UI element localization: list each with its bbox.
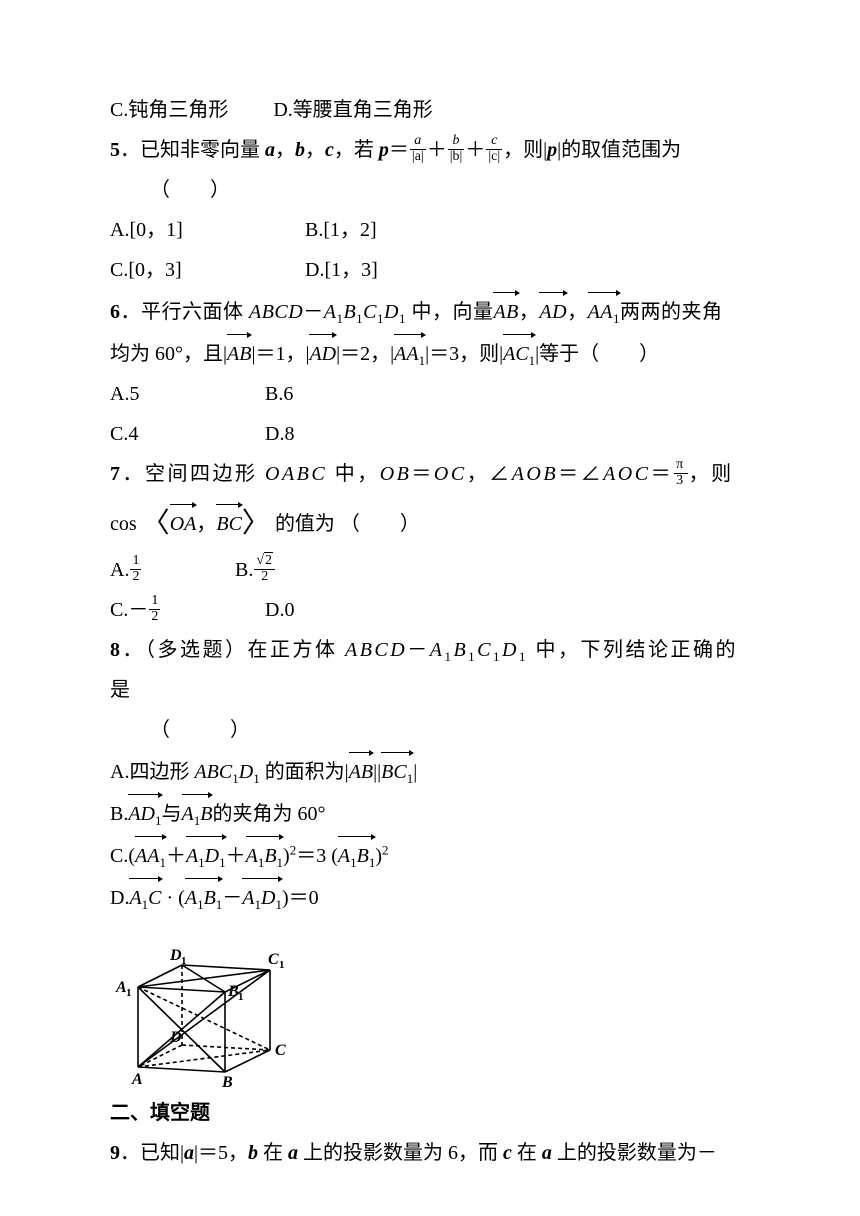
q5-num: 5 bbox=[110, 139, 120, 161]
page-content: C.钝角三角形 D.等腰直角三角形 5．已知非零向量 a，b，c，若 p＝a|a… bbox=[0, 0, 860, 1213]
q5-opts-row1: A.[0，1] B.[1，2] bbox=[110, 210, 750, 250]
svg-text:C: C bbox=[268, 951, 279, 968]
q7-opt-b: B.22 bbox=[235, 550, 276, 590]
q5-paren: （ ） bbox=[110, 170, 750, 210]
svg-text:C: C bbox=[275, 1042, 286, 1059]
q7-opts-row1: A.12 B.22 bbox=[110, 550, 750, 590]
q5-opt-b: B.[1，2] bbox=[305, 210, 377, 250]
q6-opt-d: D.8 bbox=[265, 414, 294, 454]
q5-opt-a: A.[0，1] bbox=[110, 210, 300, 250]
q7-opt-c: C.－12 bbox=[110, 590, 260, 630]
q6-num: 6 bbox=[110, 301, 121, 323]
angle-bracket-left: 〈 bbox=[142, 508, 170, 539]
prev-options: C.钝角三角形 D.等腰直角三角形 bbox=[110, 90, 750, 130]
svg-text:B: B bbox=[221, 1074, 233, 1087]
q6-stem: 6．平行六面体 ABCD－A1B1C1D1 中，向量AB，AD，AA1两两的夹角 bbox=[110, 290, 750, 332]
q6-opts-row1: A.5 B.6 bbox=[110, 374, 750, 414]
svg-text:A: A bbox=[131, 1071, 143, 1087]
q8-opt-b: B.AD1与A1B的夹角为 60° bbox=[110, 792, 750, 834]
q6-opts-row2: C.4 D.8 bbox=[110, 414, 750, 454]
section-2-title: 二、填空题 bbox=[110, 1093, 750, 1133]
svg-text:1: 1 bbox=[279, 959, 285, 971]
q6-opt-c: C.4 bbox=[110, 414, 260, 454]
q7-opt-d: D.0 bbox=[265, 590, 294, 630]
q5-opt-d: D.[1，3] bbox=[305, 250, 378, 290]
q5-frac1: a|a| bbox=[409, 134, 427, 164]
q5-opt-c: C.[0，3] bbox=[110, 250, 300, 290]
q6-opt-a: A.5 bbox=[110, 374, 260, 414]
prev-opt-c: C.钝角三角形 bbox=[110, 99, 228, 121]
q5-frac3: c|c| bbox=[485, 134, 503, 164]
q7-opts-row2: C.－12 D.0 bbox=[110, 590, 750, 630]
q6-stem-line2: 均为 60°，且|AB|＝1，|AD|＝2，|AA1|＝3，则|AC1|等于（ … bbox=[110, 332, 750, 374]
svg-text:1: 1 bbox=[238, 991, 244, 1003]
q7-stem: 7．空间四边形 OABC 中，OB＝OC，∠AOB＝∠AOC＝π3，则 bbox=[110, 454, 750, 494]
q8-num: 8 bbox=[110, 639, 123, 661]
q5-stem: 5．已知非零向量 a，b，c，若 p＝a|a|＋b|b|＋c|c|，则|p|的取… bbox=[110, 130, 750, 170]
svg-text:1: 1 bbox=[181, 955, 187, 967]
angle-bracket-right: 〉 bbox=[242, 508, 270, 539]
q5-frac2: b|b| bbox=[447, 134, 466, 164]
cube-diagram: A B C D A1 B1 C1 D1 bbox=[110, 922, 300, 1087]
q8-opt-d: D.A1C · (A1B1－A1D1)＝0 bbox=[110, 876, 750, 918]
q8-paren: （ ） bbox=[110, 710, 750, 750]
q9-stem: 9．已知|a|＝5，b 在 a 上的投影数量为 6，而 c 在 a 上的投影数量… bbox=[110, 1133, 750, 1173]
q7-stem-line2: cos 〈OA，BC〉 的值为 （ ） bbox=[110, 494, 750, 550]
svg-text:1: 1 bbox=[126, 987, 132, 999]
prev-opt-d: D.等腰直角三角形 bbox=[273, 99, 432, 121]
svg-text:D: D bbox=[169, 1029, 182, 1046]
q7-num: 7 bbox=[110, 463, 123, 485]
q7-opt-a: A.12 bbox=[110, 550, 230, 590]
q9-num: 9 bbox=[110, 1142, 120, 1164]
q8-stem: 8．（多选题）在正方体 ABCD－A1B1C1D1 中，下列结论正确的是 bbox=[110, 630, 750, 710]
q5-opts-row2: C.[0，3] D.[1，3] bbox=[110, 250, 750, 290]
q6-opt-b: B.6 bbox=[265, 374, 293, 414]
q8-opt-a: A.四边形 ABC1D1 的面积为|AB||BC1| bbox=[110, 750, 750, 792]
q8-opt-c: C.(AA1＋A1D1＋A1B1)2＝3 (A1B1)2 bbox=[110, 834, 750, 876]
